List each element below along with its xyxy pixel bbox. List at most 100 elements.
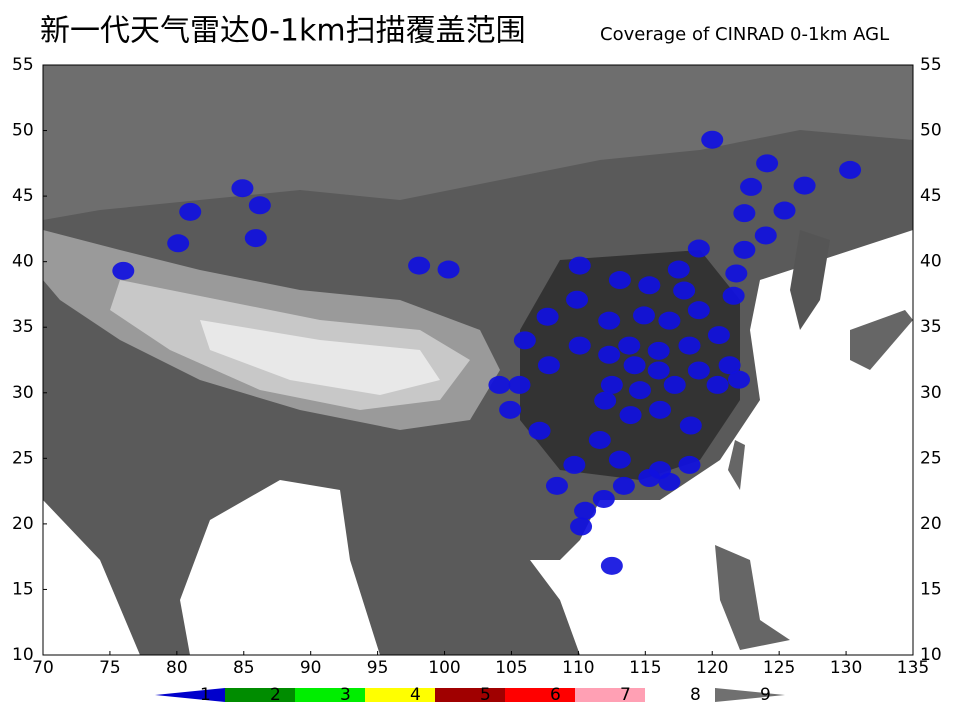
- lat-tick-label: 50: [920, 121, 942, 141]
- radar-coverage: [608, 450, 631, 469]
- radar-coverage: [707, 326, 730, 345]
- lat-tick-label: 20: [12, 514, 34, 534]
- radar-coverage: [167, 234, 190, 253]
- radar-coverage: [566, 290, 589, 309]
- radar-coverage: [537, 356, 560, 375]
- radar-coverage: [722, 286, 745, 305]
- radar-coverage: [568, 336, 591, 355]
- lon-tick-label: 130: [830, 658, 862, 678]
- radar-coverage: [112, 261, 135, 280]
- lat-tick-label: 15: [920, 579, 942, 599]
- radar-coverage: [687, 301, 710, 320]
- map-frame: [42, 64, 914, 656]
- radar-coverage: [437, 260, 460, 279]
- radar-coverage: [773, 201, 796, 220]
- radar-coverage: [619, 406, 642, 425]
- legend-label: 3: [340, 685, 351, 705]
- lon-tick-label: 105: [495, 658, 527, 678]
- lat-tick-label: 10: [920, 645, 942, 665]
- radar-coverage: [733, 204, 756, 223]
- terrain: [43, 65, 913, 655]
- radar-coverage: [248, 196, 271, 215]
- legend-label: 1: [200, 685, 211, 705]
- radar-coverage: [574, 501, 597, 520]
- radar-coverage: [612, 476, 635, 495]
- radar-coverage: [499, 400, 522, 419]
- legend-label: 8: [690, 685, 701, 705]
- lon-tick-label: 75: [99, 658, 121, 678]
- radar-coverage: [740, 177, 763, 196]
- lon-tick-label: 100: [428, 658, 460, 678]
- radar-coverage: [600, 375, 623, 394]
- radar-coverage: [408, 256, 431, 275]
- legend-swatch: [505, 688, 575, 702]
- lat-tick-label: 30: [920, 383, 942, 403]
- lon-tick-label: 95: [367, 658, 389, 678]
- radar-coverage: [706, 375, 729, 394]
- radar-coverage: [673, 281, 696, 300]
- lat-tick-label: 10: [12, 645, 34, 665]
- radar-coverage: [545, 476, 568, 495]
- radar-coverage: [839, 160, 862, 179]
- radar-coverage: [513, 331, 536, 350]
- radar-coverage: [563, 455, 586, 474]
- radar-coverage: [756, 154, 779, 173]
- radar-coverage: [600, 556, 623, 575]
- lat-tick-label: 55: [12, 55, 34, 75]
- legend-swatch: [365, 688, 435, 702]
- radar-coverage: [231, 179, 254, 198]
- legend-label: 6: [550, 685, 561, 705]
- radar-coverage: [536, 307, 559, 326]
- radar-coverage: [647, 361, 670, 380]
- radar-coverage: [488, 375, 511, 394]
- radar-coverage: [568, 256, 591, 275]
- radar-coverage: [658, 472, 681, 491]
- radar-coverage: [754, 226, 777, 245]
- radar-coverage: [623, 356, 646, 375]
- radar-coverage: [663, 375, 686, 394]
- radar-coverage: [588, 430, 611, 449]
- radar-coverage: [618, 336, 641, 355]
- legend-swatch: [295, 688, 365, 702]
- radar-coverage: [594, 391, 617, 410]
- radar-coverage: [628, 381, 651, 400]
- lat-tick-label: 30: [12, 383, 34, 403]
- radar-coverage: [592, 489, 615, 508]
- lat-tick-label: 50: [12, 121, 34, 141]
- radar-coverage: [528, 421, 551, 440]
- radar-coverage: [598, 345, 621, 364]
- lat-tick-label: 55: [920, 55, 942, 75]
- lat-tick-label: 40: [920, 252, 942, 272]
- legend-swatch: [645, 688, 715, 702]
- lon-tick-label: 70: [32, 658, 54, 678]
- lat-tick-label: 35: [12, 317, 34, 337]
- lat-tick-label: 25: [12, 448, 34, 468]
- lat-tick-label: 45: [920, 186, 942, 206]
- legend-label: 2: [270, 685, 281, 705]
- radar-coverage: [679, 416, 702, 435]
- legend-swatch: [155, 688, 225, 702]
- radar-coverage: [638, 276, 661, 295]
- radar-coverage: [647, 341, 670, 360]
- radar-coverage: [667, 260, 690, 279]
- radar-coverage: [598, 311, 621, 330]
- legend-swatch: [575, 688, 645, 702]
- lon-tick-label: 125: [763, 658, 795, 678]
- lon-tick-label: 135: [897, 658, 929, 678]
- lon-tick-label: 90: [300, 658, 322, 678]
- lon-tick-label: 120: [696, 658, 728, 678]
- radar-coverage: [701, 130, 724, 149]
- radar-coverage: [658, 311, 681, 330]
- legend-swatch: [715, 688, 785, 702]
- title: 新一代天气雷达0-1km扫描覆盖范围: [40, 14, 526, 49]
- radar-coverage: [678, 455, 701, 474]
- radar-coverage: [793, 176, 816, 195]
- lon-tick-label: 110: [562, 658, 594, 678]
- lat-tick-label: 40: [12, 252, 34, 272]
- radar-coverage: [733, 240, 756, 259]
- lon-tick-label: 115: [629, 658, 661, 678]
- lat-tick-label: 45: [12, 186, 34, 206]
- radar-coverage: [687, 239, 710, 258]
- legend-label: 4: [410, 685, 421, 705]
